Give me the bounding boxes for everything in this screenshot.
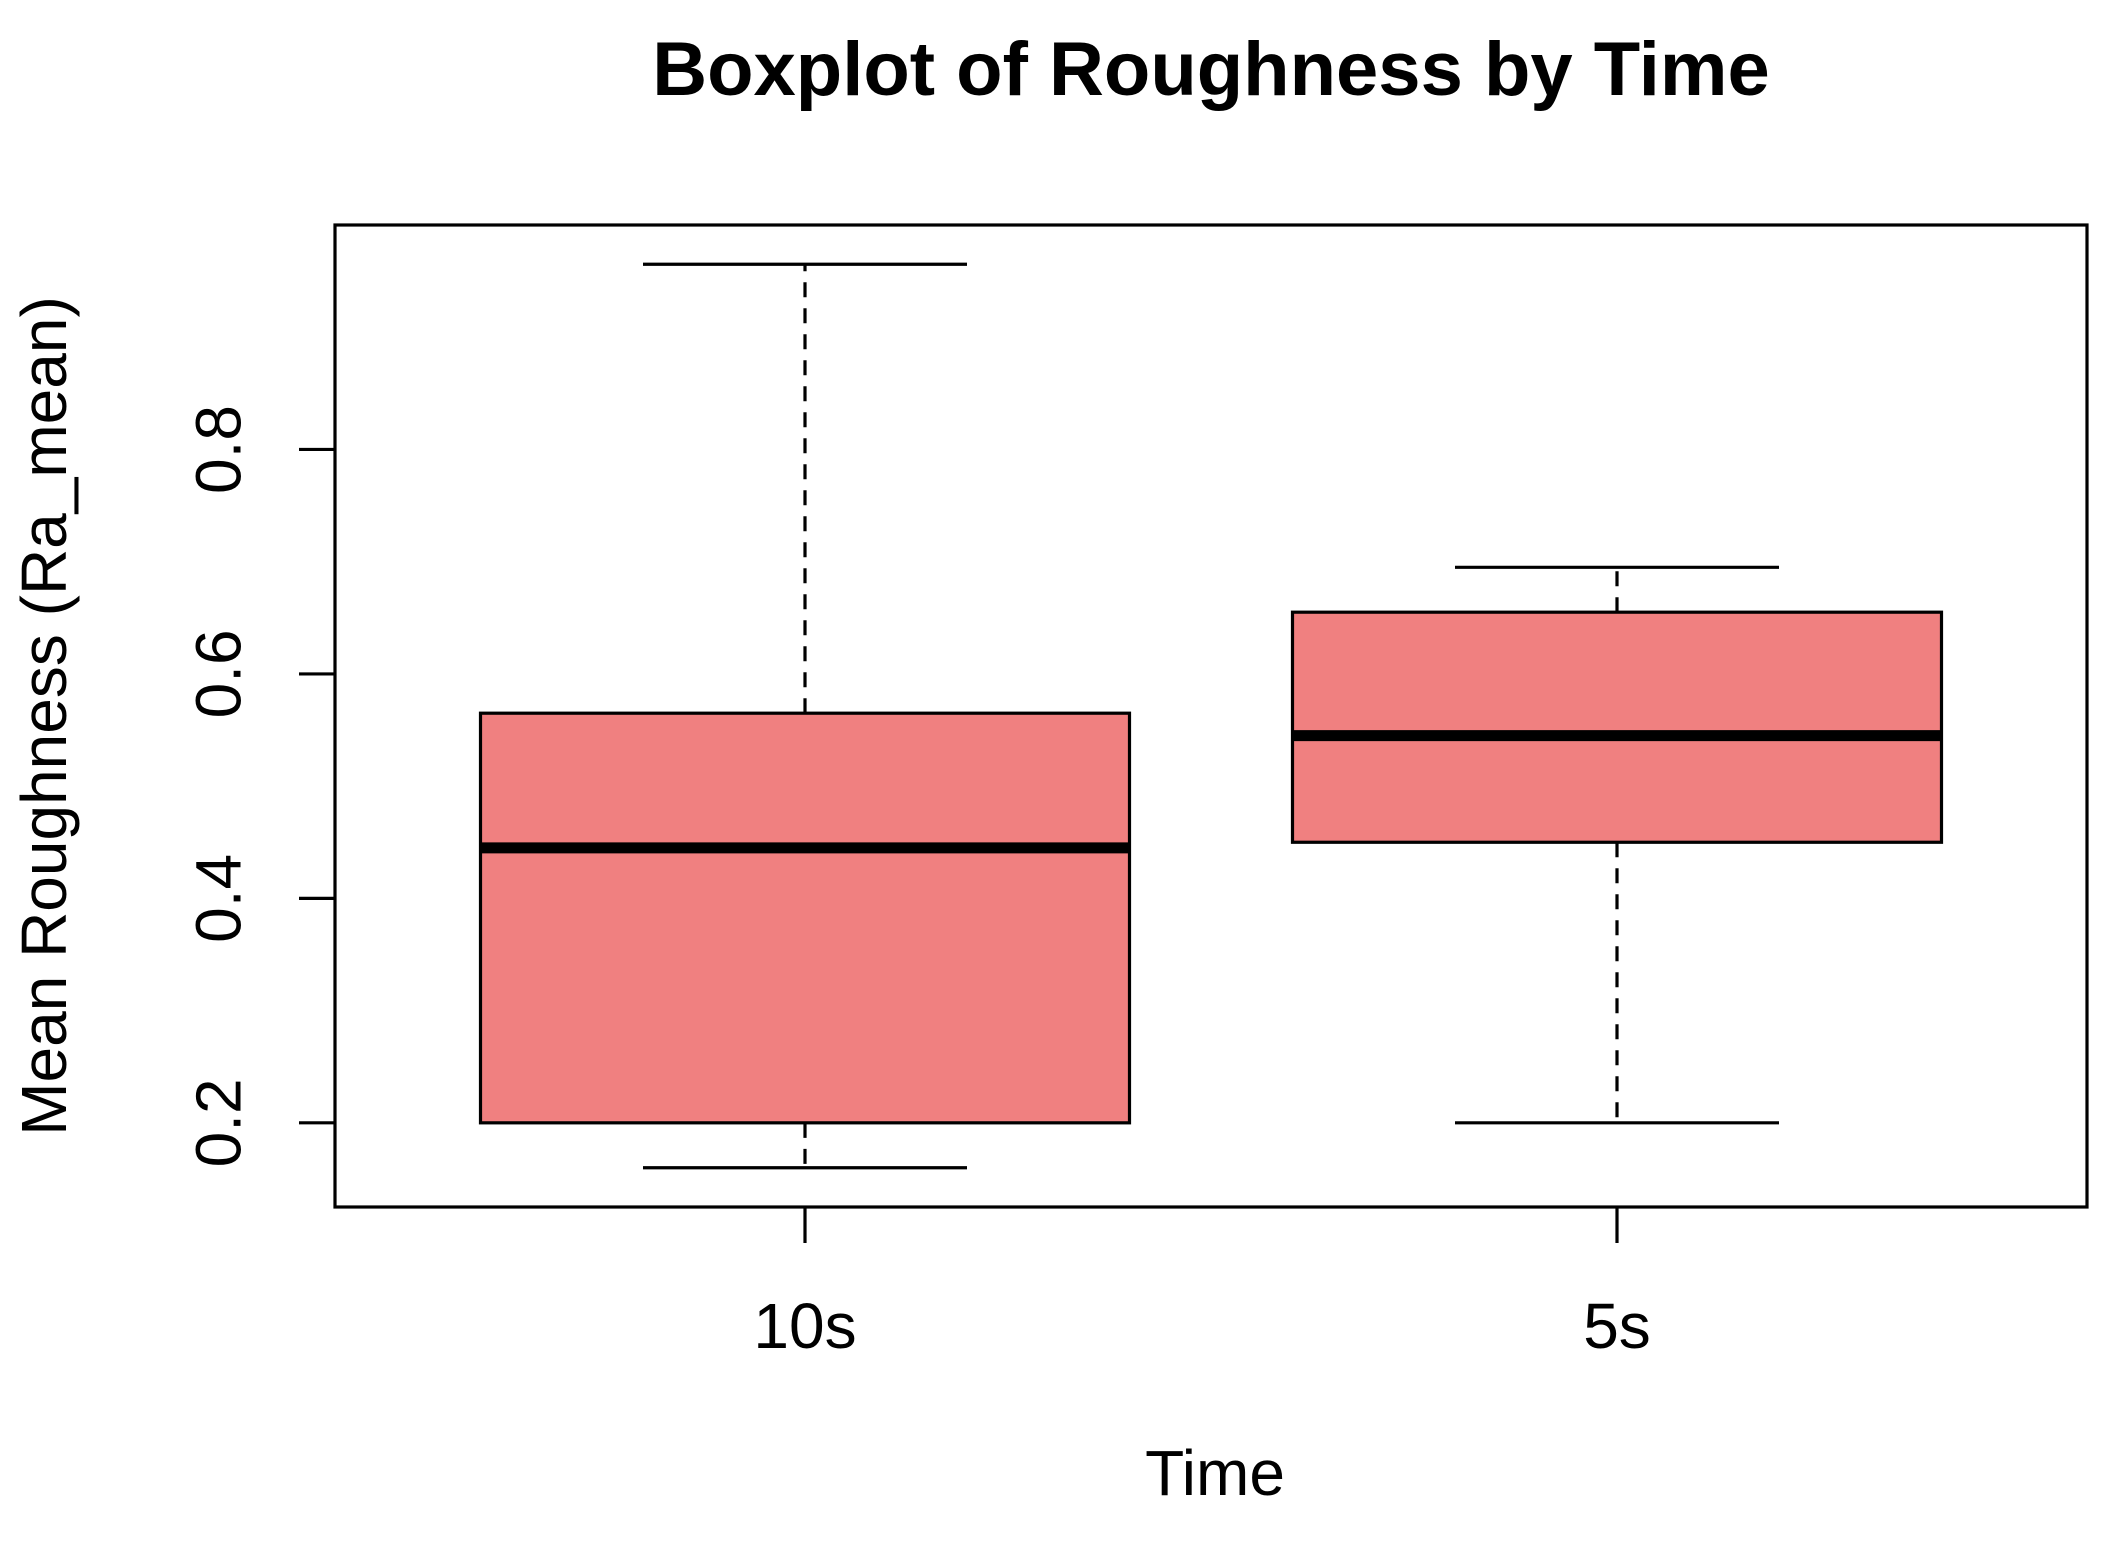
boxplot-5s (1290, 565, 1944, 1125)
chart-title: Boxplot of Roughness by Time (652, 27, 1770, 112)
x-tick-label-10s: 10s (753, 1290, 856, 1362)
x-axis: 10s 5s (753, 1207, 1651, 1362)
x-tick-label-5s: 5s (1583, 1290, 1651, 1362)
boxplot-series (478, 262, 1944, 1170)
y-tick-label-0.6: 0.6 (182, 629, 254, 718)
iqr-box-10s (478, 711, 1132, 1125)
x-axis-title: Time (1145, 1437, 1285, 1509)
plot-area-border (333, 223, 2089, 1209)
y-axis-title: Mean Roughness (Ra_mean) (8, 296, 80, 1136)
y-tick-label-0.4: 0.4 (182, 854, 254, 943)
iqr-box-5s (1290, 610, 1944, 844)
y-axis: 0.2 0.4 0.6 0.8 (182, 405, 335, 1167)
y-tick-label-0.8: 0.8 (182, 405, 254, 494)
boxplot-10s (478, 262, 1132, 1170)
y-tick-label-0.2: 0.2 (182, 1078, 254, 1167)
